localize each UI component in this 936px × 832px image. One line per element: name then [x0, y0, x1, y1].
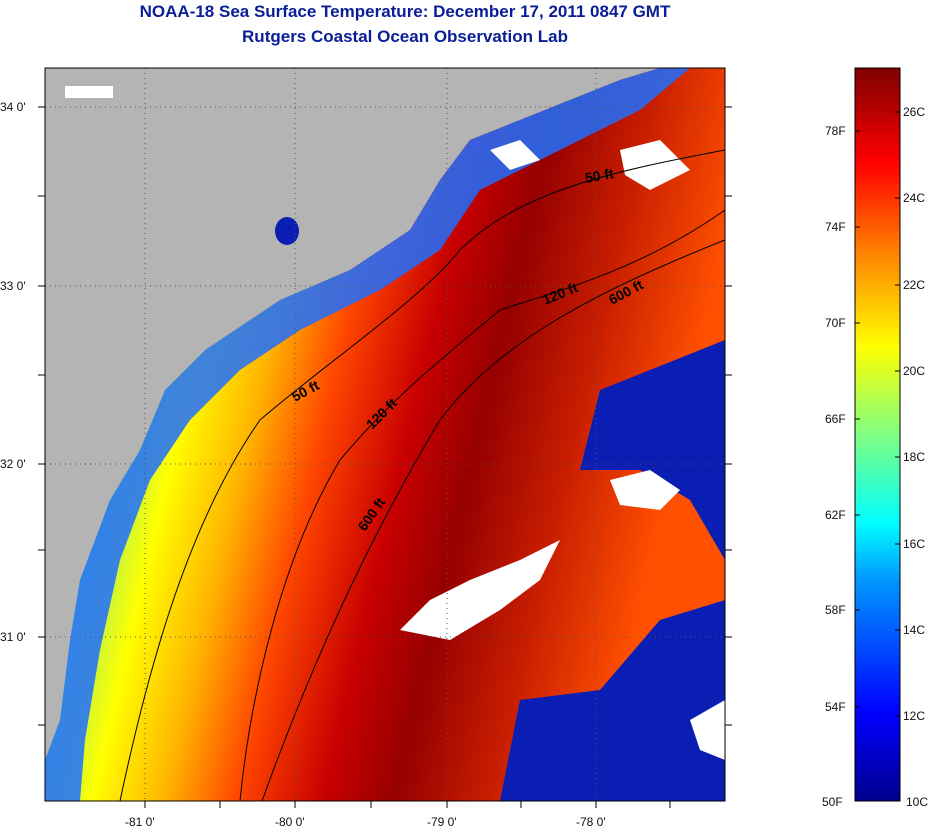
lat-label: 31 0': [0, 630, 26, 644]
colorbar-f-label: 54F: [825, 700, 846, 714]
colorbar-f-label: 78F: [825, 124, 846, 138]
southern-cold-pool: [500, 600, 725, 801]
lon-label: -81 0': [125, 815, 155, 829]
colorbar-c-label: 10C: [906, 795, 929, 809]
colorbar-f-label: 62F: [825, 508, 846, 522]
colorbar-f-label: 66F: [825, 412, 846, 426]
lon-label: -80 0': [275, 815, 305, 829]
colorbar-c-label: 12C: [903, 709, 926, 723]
colorbar-f-label: 74F: [825, 220, 846, 234]
colorbar-c-label: 16C: [903, 537, 926, 551]
map-subtitle: Rutgers Coastal Ocean Observation Lab: [242, 27, 568, 46]
colorbar-f-label: 50F: [822, 795, 843, 809]
colorbar-c-label: 26C: [903, 105, 926, 119]
colorbar-c-label: 24C: [903, 191, 926, 205]
inland-lake: [275, 217, 299, 245]
cloud-patch: [690, 700, 725, 760]
map-ticks: [38, 106, 732, 808]
map-title: NOAA-18 Sea Surface Temperature: Decembe…: [139, 2, 671, 21]
nearshore-cold-band: [45, 68, 690, 801]
colorbar-f-label: 70F: [825, 316, 846, 330]
cloud-patch: [490, 140, 540, 170]
colorbar: [854, 67, 901, 802]
cloud-patch: [400, 540, 560, 640]
offshore-cold-pool: [580, 340, 725, 560]
cloud-patch: [620, 140, 690, 190]
colorbar-c-label: 18C: [903, 450, 926, 464]
graticule: [45, 68, 725, 801]
colorbar-f-label: 58F: [825, 603, 846, 617]
lon-label: -79 0': [427, 815, 457, 829]
contour-label-50ft-north: 50 ft: [584, 165, 615, 186]
map-frame: [44, 67, 726, 802]
isobath-120ft: [239, 209, 725, 801]
colorbar-c-label: 14C: [903, 623, 926, 637]
lat-label: 34 0': [0, 100, 26, 114]
sea-surface-field: [45, 68, 725, 801]
colorbar-c-label: 22C: [903, 278, 926, 292]
lon-label: -78 0': [576, 815, 606, 829]
lat-label: 32 0': [0, 457, 26, 471]
isobath-50ft: [119, 149, 725, 801]
lat-label: 33 0': [0, 279, 26, 293]
land-mark: [65, 86, 113, 98]
colorbar-ticks: [855, 111, 900, 717]
cloud-patch: [610, 470, 680, 510]
isobath-600ft: [261, 239, 725, 801]
colorbar-c-label: 20C: [903, 364, 926, 378]
